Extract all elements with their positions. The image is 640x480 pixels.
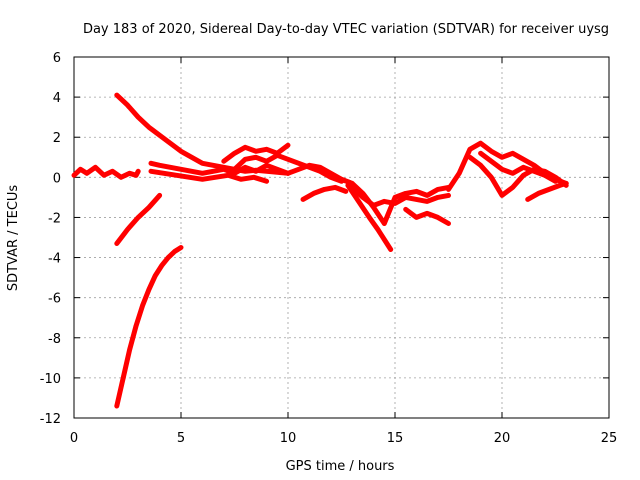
y-tick-label: -12 bbox=[40, 412, 61, 427]
series-arc-10 bbox=[300, 184, 349, 202]
series-arc-13 bbox=[349, 184, 451, 208]
grid bbox=[74, 57, 609, 418]
x-tick-label: 15 bbox=[387, 431, 404, 446]
series-arc-16 bbox=[467, 154, 569, 198]
series-arc-1 bbox=[71, 164, 141, 180]
plot-frame bbox=[73, 56, 610, 419]
x-tick-label: 20 bbox=[494, 431, 511, 446]
y-tick-label: 6 bbox=[53, 51, 61, 66]
series-arc-7 bbox=[114, 192, 163, 246]
chart-title: Day 183 of 2020, Sidereal Day-to-day VTE… bbox=[83, 22, 609, 37]
series-arc-4 bbox=[148, 168, 270, 184]
x-axis-label: GPS time / hours bbox=[286, 459, 395, 474]
y-tick-label: 2 bbox=[53, 131, 61, 146]
series-arc-11 bbox=[339, 176, 451, 226]
data-series bbox=[71, 92, 569, 409]
series-arc-12 bbox=[345, 182, 394, 252]
series-arc-17 bbox=[478, 150, 558, 184]
y-tick-label: 4 bbox=[53, 91, 61, 106]
y-tick-label: -2 bbox=[48, 211, 61, 226]
x-tick-label: 0 bbox=[70, 431, 78, 446]
x-tick-label: 10 bbox=[280, 431, 297, 446]
x-tick-label: 5 bbox=[177, 431, 185, 446]
y-tick-label: 0 bbox=[53, 171, 61, 186]
series-arc-8 bbox=[114, 245, 184, 409]
y-tick-label: -6 bbox=[48, 292, 61, 307]
y-tick-label: -10 bbox=[40, 372, 61, 387]
series-arc-18 bbox=[525, 180, 569, 202]
y-tick-label: -4 bbox=[48, 252, 61, 267]
series-arc-15 bbox=[446, 140, 569, 192]
x-tick-label: 25 bbox=[601, 431, 618, 446]
series-arc-3 bbox=[148, 160, 291, 176]
series-arc-14 bbox=[403, 206, 451, 226]
y-axis-label: SDTVAR / TECUs bbox=[6, 185, 21, 292]
y-tick-label: -8 bbox=[48, 332, 61, 347]
series-arc-6 bbox=[232, 152, 344, 184]
